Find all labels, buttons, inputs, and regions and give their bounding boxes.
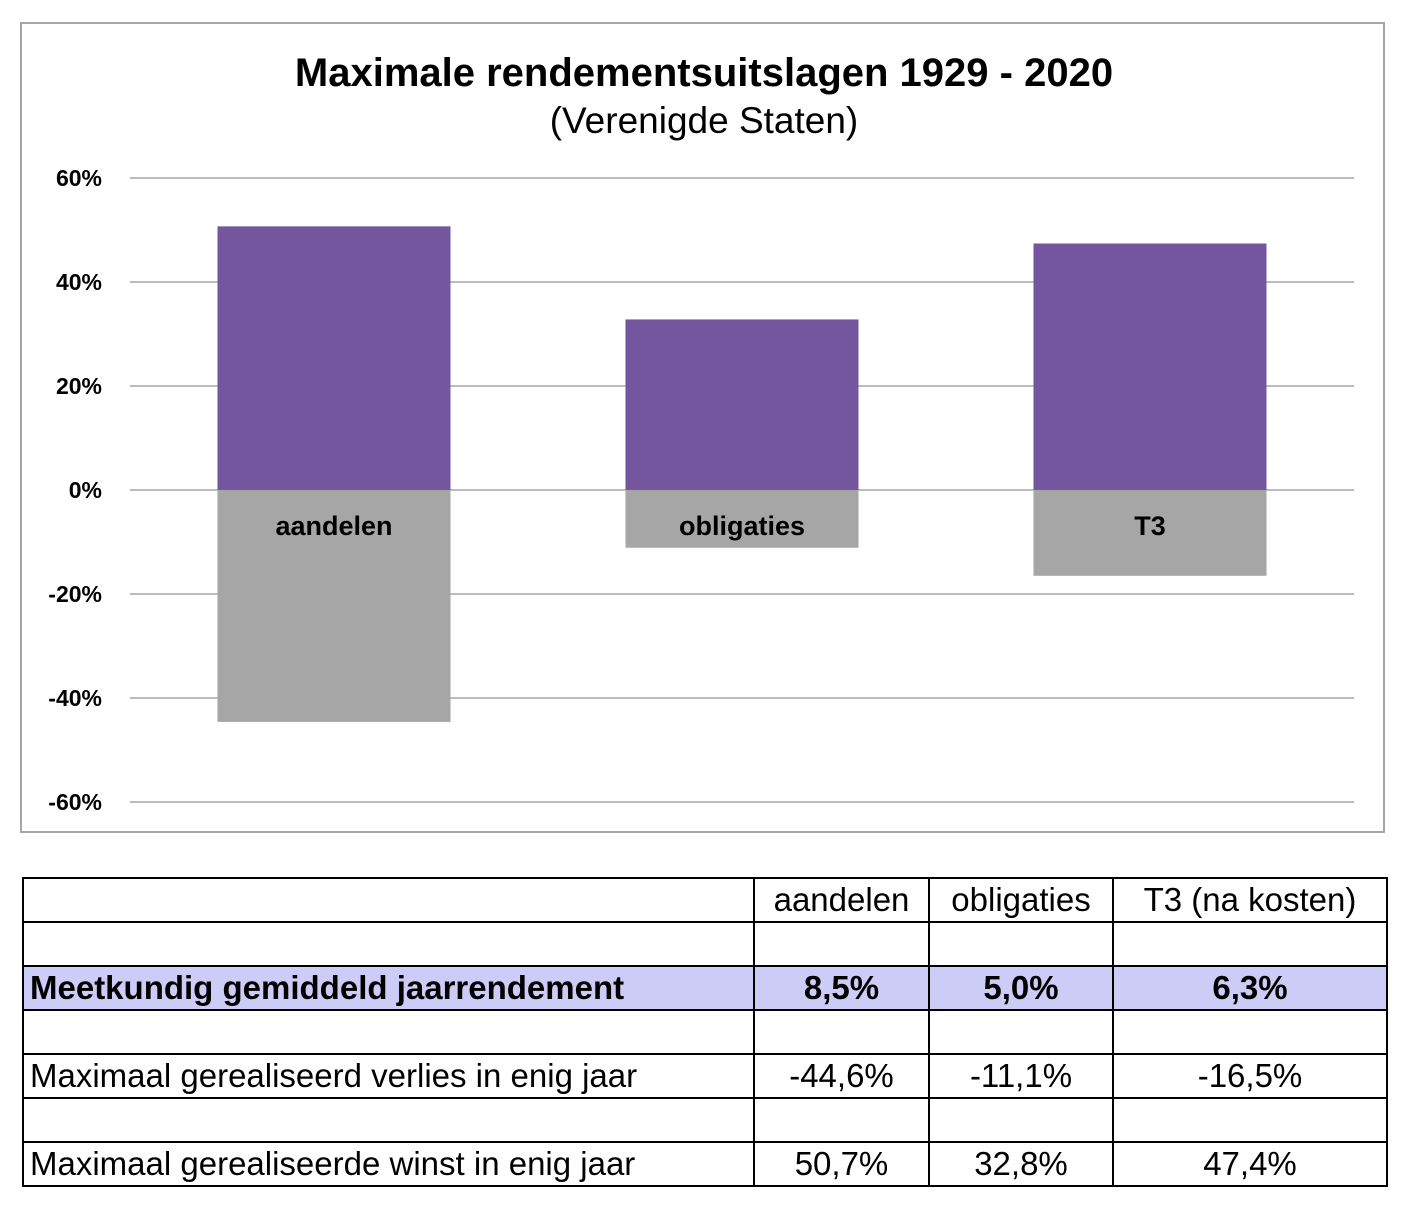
- chart-title: Maximale rendementsuitslagen 1929 - 2020: [295, 51, 1113, 95]
- table-row: [22, 1097, 1388, 1143]
- table-cell: 5,0%: [928, 965, 1114, 1011]
- bar-T3-loss: [1033, 490, 1267, 576]
- y-tick-label: -20%: [48, 581, 102, 607]
- table-cell: [753, 1009, 930, 1055]
- table-cell: [1112, 921, 1388, 967]
- table-cell: 32,8%: [928, 1141, 1114, 1187]
- table-row: [22, 1009, 1388, 1055]
- row-label: [22, 921, 755, 967]
- table-cell: [1112, 1097, 1388, 1143]
- bars: [217, 226, 1267, 722]
- table-header-row: aandelen obligaties T3 (na kosten): [22, 877, 1388, 923]
- table-cell: [753, 921, 930, 967]
- table-cell: 50,7%: [753, 1141, 930, 1187]
- labels: 60% 40% 20% 0% -20% -40% -60% aandelen obligatie…: [48, 165, 1165, 815]
- category-label: T3: [1134, 511, 1166, 541]
- bar-T3-gain: [1033, 243, 1267, 490]
- table-cell: [928, 1009, 1114, 1055]
- bar-obligaties-gain: [625, 319, 859, 490]
- y-tick-label: 20%: [56, 373, 102, 399]
- row-label: Meetkundig gemiddeld jaarrendement: [22, 965, 755, 1011]
- table-cell: [928, 921, 1114, 967]
- summary-table: aandelen obligaties T3 (na kosten) Meetkund…: [22, 877, 1388, 1187]
- table-cell: -11,1%: [928, 1053, 1114, 1099]
- table-row: Maximaal gerealiseerde winst in enig jaa…: [22, 1141, 1388, 1187]
- table-row: Maximaal gerealiseerd verlies in enig ja…: [22, 1053, 1388, 1099]
- bar-aandelen-gain: [217, 226, 451, 491]
- table-row: [22, 921, 1388, 967]
- table-row: Meetkundig gemiddeld jaarrendement 8,5% 5,…: [22, 965, 1388, 1011]
- category-label: obligaties: [679, 511, 805, 541]
- y-tick-label: 60%: [56, 165, 102, 191]
- header-cell-empty: [22, 877, 755, 923]
- table-cell: [753, 1097, 930, 1143]
- row-label: Maximaal gerealiseerde winst in enig jaa…: [22, 1141, 755, 1187]
- bar-chart: Maximale rendementsuitslagen 1929 - 2020…: [48, 51, 1354, 815]
- y-tick-label: 40%: [56, 269, 102, 295]
- y-tick-label: -40%: [48, 685, 102, 711]
- column-header: T3 (na kosten): [1112, 877, 1388, 923]
- row-label: [22, 1009, 755, 1055]
- table-cell: 6,3%: [1112, 965, 1388, 1011]
- table-cell: 47,4%: [1112, 1141, 1388, 1187]
- category-label: aandelen: [275, 511, 392, 541]
- chart-frame: Maximale rendementsuitslagen 1929 - 2020…: [20, 22, 1385, 833]
- table-cell: 8,5%: [753, 965, 930, 1011]
- row-label: Maximaal gerealiseerd verlies in enig ja…: [22, 1053, 755, 1099]
- row-label: [22, 1097, 755, 1143]
- column-header: obligaties: [928, 877, 1114, 923]
- table-cell: [928, 1097, 1114, 1143]
- bar-aandelen-loss: [217, 490, 451, 722]
- table-cell: -16,5%: [1112, 1053, 1388, 1099]
- y-tick-label: -60%: [48, 789, 102, 815]
- y-tick-label: 0%: [69, 477, 102, 503]
- table-cell: -44,6%: [753, 1053, 930, 1099]
- table-cell: [1112, 1009, 1388, 1055]
- bar-obligaties-loss: [625, 490, 859, 548]
- column-header: aandelen: [753, 877, 930, 923]
- chart-subtitle: (Verenigde Staten): [550, 100, 859, 141]
